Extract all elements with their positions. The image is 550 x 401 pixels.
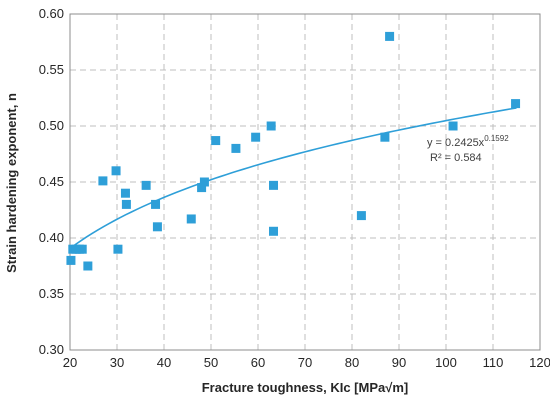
data-point (211, 136, 221, 146)
data-point (356, 211, 366, 221)
y-tick-label: 0.45 (39, 174, 64, 189)
data-point (197, 183, 207, 193)
data-point (266, 121, 276, 131)
data-point (120, 188, 130, 198)
data-point (111, 166, 121, 176)
data-points (66, 31, 521, 271)
data-point (152, 222, 162, 232)
x-tick-label: 60 (251, 355, 265, 370)
data-point (66, 255, 76, 265)
data-point (121, 199, 131, 209)
y-tick-label: 0.40 (39, 230, 64, 245)
data-point (113, 244, 123, 254)
x-tick-label: 110 (483, 355, 504, 370)
data-point (269, 226, 279, 236)
trend-equation-base: y = 0.2425x (427, 137, 485, 149)
trend-equation-exponent: 0.1592 (484, 134, 509, 143)
x-tick-label: 50 (204, 355, 218, 370)
x-tick-label: 20 (63, 355, 77, 370)
data-point (83, 261, 93, 271)
x-tick-label: 80 (345, 355, 359, 370)
data-point (141, 180, 151, 190)
data-point (448, 121, 458, 131)
x-tick-label: 70 (298, 355, 312, 370)
y-tick-labels: 0.30 0.35 0.40 0.45 0.50 0.55 0.60 (39, 6, 64, 357)
data-point (385, 31, 395, 41)
data-point (269, 180, 279, 190)
y-tick-label: 0.30 (39, 342, 64, 357)
trend-equation: y = 0.2425x0.1592 (427, 134, 509, 149)
x-axis-title: Fracture toughness, KIc [MPa√m] (202, 380, 409, 395)
x-tick-labels: 20 30 40 50 60 70 80 90 100 110 120 (63, 355, 550, 370)
x-tick-label: 40 (157, 355, 171, 370)
x-tick-label: 100 (435, 355, 457, 370)
data-point (77, 244, 87, 254)
trend-line (69, 107, 517, 250)
data-point (251, 132, 261, 142)
y-tick-label: 0.50 (39, 118, 64, 133)
data-point (98, 176, 108, 186)
trend-r-squared: R² = 0.584 (430, 152, 482, 164)
x-tick-label: 90 (392, 355, 406, 370)
data-point (151, 199, 161, 209)
y-tick-label: 0.55 (39, 62, 64, 77)
data-point (186, 214, 196, 224)
x-tick-label: 120 (529, 355, 550, 370)
y-tick-label: 0.60 (39, 6, 64, 21)
grid-lines (70, 14, 540, 350)
data-point (231, 143, 241, 153)
y-tick-label: 0.35 (39, 286, 64, 301)
data-point (199, 177, 209, 187)
y-axis-title: Strain hardening exponent, n (4, 93, 19, 273)
plot-area (69, 13, 541, 351)
data-point (511, 99, 521, 109)
data-point (380, 132, 390, 142)
x-tick-label: 30 (110, 355, 124, 370)
